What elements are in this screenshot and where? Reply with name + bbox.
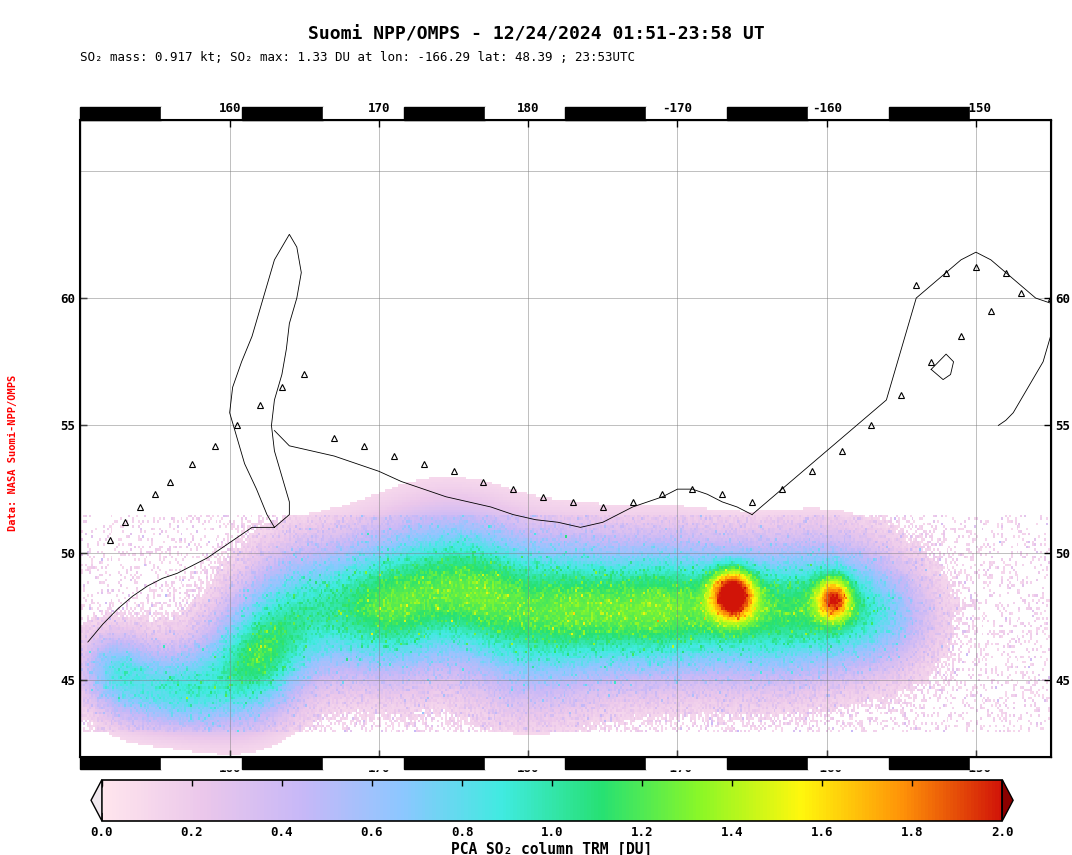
Bar	[323, 757, 404, 770]
Bar	[646, 107, 727, 120]
Bar	[566, 757, 646, 770]
Bar	[485, 107, 566, 120]
Bar	[566, 107, 646, 120]
X-axis label: PCA SO₂ column TRM [DU]: PCA SO₂ column TRM [DU]	[451, 841, 653, 855]
Bar	[727, 107, 808, 120]
Bar	[889, 107, 970, 120]
FancyArrow shape	[83, 780, 102, 821]
Bar	[161, 107, 242, 120]
Bar	[404, 107, 485, 120]
Bar	[404, 757, 485, 770]
Bar	[80, 107, 161, 120]
Bar	[161, 757, 242, 770]
Bar	[970, 757, 1051, 770]
Text: Data: NASA Suomi-NPP/OMPS: Data: NASA Suomi-NPP/OMPS	[8, 375, 18, 531]
Bar	[808, 107, 889, 120]
Text: SO₂ mass: 0.917 kt; SO₂ max: 1.33 DU at lon: -166.29 lat: 48.39 ; 23:53UTC: SO₂ mass: 0.917 kt; SO₂ max: 1.33 DU at …	[80, 51, 636, 64]
Bar	[808, 757, 889, 770]
Bar	[970, 107, 1051, 120]
Bar	[242, 757, 323, 770]
Bar	[242, 107, 323, 120]
Bar	[889, 757, 970, 770]
Bar	[80, 757, 161, 770]
Bar	[646, 757, 727, 770]
Bar	[485, 757, 566, 770]
Polygon shape	[91, 780, 102, 821]
Text: Suomi NPP/OMPS - 12/24/2024 01:51-23:58 UT: Suomi NPP/OMPS - 12/24/2024 01:51-23:58 …	[308, 26, 764, 44]
Polygon shape	[1002, 780, 1013, 821]
Bar	[323, 107, 404, 120]
Bar	[727, 757, 808, 770]
